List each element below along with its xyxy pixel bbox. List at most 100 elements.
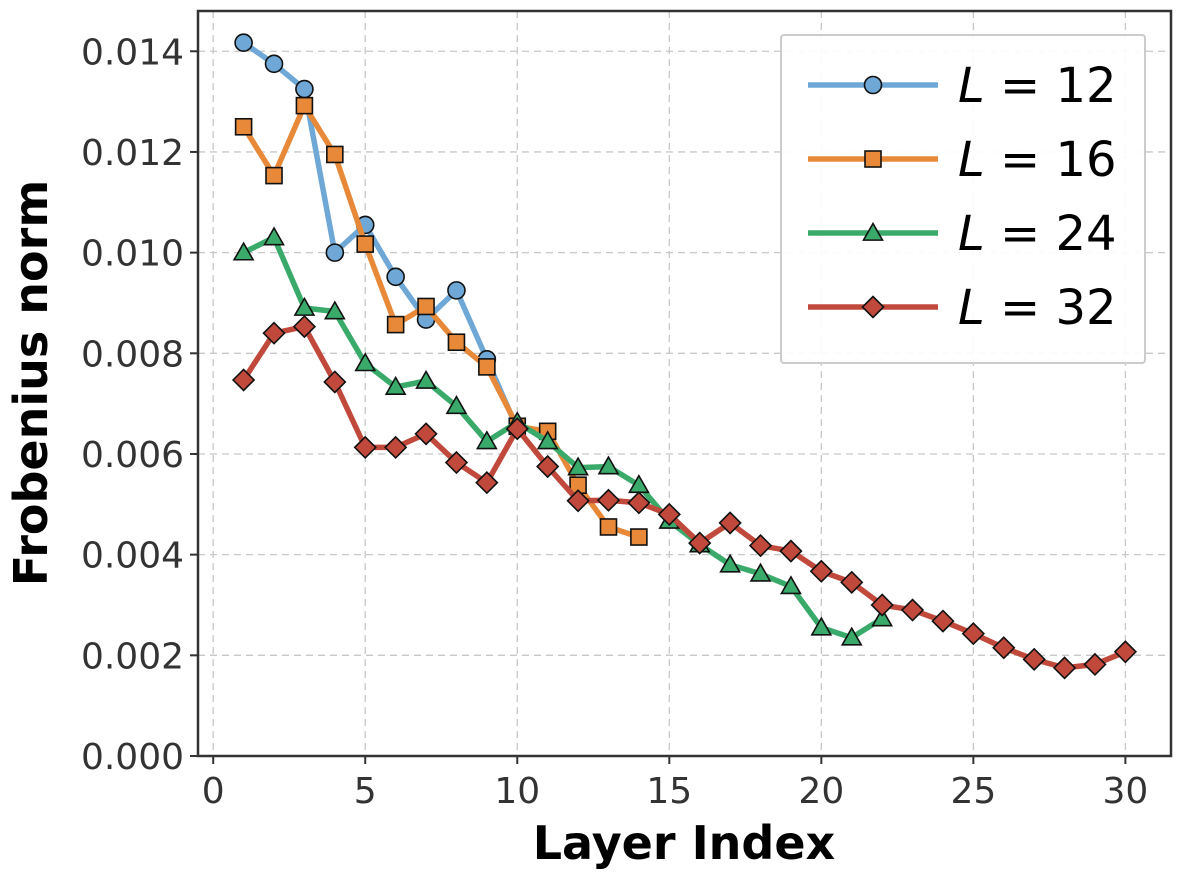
series-32 bbox=[231, 314, 1138, 680]
data-point bbox=[326, 145, 344, 164]
data-point bbox=[657, 502, 681, 527]
axis-ticks: 0 5 10 15 20 25 30 0.000 0.002 0.004 0.006 0.008 0.0… bbox=[81, 32, 1148, 812]
data-point bbox=[536, 454, 560, 479]
data-point bbox=[871, 607, 894, 627]
x-tick-label: 15 bbox=[646, 771, 692, 812]
data-point bbox=[386, 315, 405, 334]
data-point bbox=[444, 450, 469, 475]
y-tick-label: 0.008 bbox=[81, 334, 184, 375]
x-tick-label: 25 bbox=[950, 771, 996, 812]
data-point bbox=[384, 375, 407, 395]
data-point bbox=[779, 539, 803, 563]
data-point bbox=[295, 96, 314, 115]
data-point bbox=[630, 528, 648, 546]
x-tick-label: 30 bbox=[1102, 771, 1148, 812]
data-point bbox=[840, 626, 863, 646]
x-tick-label: 10 bbox=[494, 771, 540, 812]
data-point bbox=[931, 609, 955, 633]
data-point bbox=[478, 358, 496, 376]
data-point bbox=[231, 368, 256, 392]
legend-label: L = 32 bbox=[958, 280, 1117, 336]
data-point bbox=[295, 79, 314, 99]
series-line bbox=[240, 39, 521, 432]
x-tick-label: 0 bbox=[202, 771, 225, 812]
y-tick-label: 0.000 bbox=[81, 737, 184, 778]
data-point bbox=[780, 575, 802, 595]
legend-marker bbox=[863, 75, 883, 95]
legend-marker bbox=[861, 295, 885, 319]
legend-box bbox=[780, 34, 1146, 364]
y-tick-label: 0.006 bbox=[81, 435, 184, 476]
series-16 bbox=[234, 96, 648, 546]
data-point bbox=[1083, 652, 1107, 677]
legend-marker bbox=[862, 221, 884, 241]
data-point bbox=[234, 33, 253, 53]
data-point bbox=[992, 636, 1016, 660]
data-point bbox=[505, 417, 529, 441]
data-point bbox=[1052, 656, 1077, 680]
legend-item: L = 32 bbox=[808, 280, 1117, 336]
data-point bbox=[234, 117, 253, 136]
data-point bbox=[900, 598, 925, 622]
data-point bbox=[292, 314, 317, 339]
data-point bbox=[447, 281, 466, 300]
data-point bbox=[749, 562, 772, 582]
data-point bbox=[596, 488, 621, 512]
data-point bbox=[567, 456, 589, 476]
legend-item: L = 12 bbox=[808, 58, 1117, 114]
legend-label: L = 12 bbox=[958, 58, 1117, 114]
data-point bbox=[414, 422, 438, 446]
data-point bbox=[323, 370, 347, 394]
legend-label: L = 16 bbox=[958, 132, 1117, 188]
series-line bbox=[240, 234, 885, 641]
data-point bbox=[232, 241, 255, 261]
y-axis-title: Frobenius norm bbox=[4, 180, 58, 587]
data-point bbox=[719, 553, 741, 573]
data-point bbox=[325, 243, 345, 262]
data-point bbox=[566, 489, 590, 513]
data-point bbox=[688, 531, 712, 555]
y-tick-label: 0.002 bbox=[81, 636, 184, 677]
data-point bbox=[1022, 647, 1046, 671]
data-point bbox=[445, 395, 468, 415]
data-point bbox=[415, 369, 437, 389]
data-point bbox=[870, 593, 894, 617]
data-point bbox=[810, 616, 833, 636]
data-point bbox=[597, 455, 620, 475]
x-tick-label: 5 bbox=[354, 771, 377, 812]
data-point bbox=[748, 533, 773, 558]
data-point bbox=[384, 435, 408, 460]
data-point bbox=[961, 622, 985, 646]
data-point bbox=[536, 430, 559, 450]
y-tick-label: 0.012 bbox=[81, 133, 184, 174]
data-point bbox=[599, 518, 618, 536]
data-point bbox=[264, 54, 284, 74]
data-point bbox=[718, 511, 742, 535]
legend-item: L = 24 bbox=[808, 206, 1117, 262]
data-point bbox=[447, 333, 466, 352]
y-tick-label: 0.004 bbox=[81, 536, 184, 577]
legend-item: L = 16 bbox=[808, 132, 1117, 188]
x-axis-title: Layer Index bbox=[533, 816, 835, 870]
x-tick-label: 20 bbox=[798, 771, 844, 812]
legend: L = 12 L = 16 L = 24 L = 32 bbox=[780, 34, 1146, 364]
data-point bbox=[262, 321, 286, 345]
data-point bbox=[265, 166, 283, 185]
data-point bbox=[809, 559, 833, 583]
plot-frame bbox=[196, 9, 1173, 758]
series-group bbox=[231, 33, 1138, 680]
legend-marker bbox=[864, 150, 882, 168]
data-point bbox=[263, 226, 285, 246]
data-point bbox=[356, 235, 375, 253]
data-point bbox=[475, 430, 498, 450]
series-line bbox=[240, 323, 1129, 671]
data-point bbox=[323, 300, 346, 320]
legend-label: L = 24 bbox=[958, 206, 1117, 262]
data-point bbox=[475, 471, 499, 495]
data-point bbox=[354, 352, 377, 372]
data-point bbox=[1113, 640, 1138, 664]
data-point bbox=[627, 491, 651, 515]
data-point bbox=[386, 267, 405, 287]
